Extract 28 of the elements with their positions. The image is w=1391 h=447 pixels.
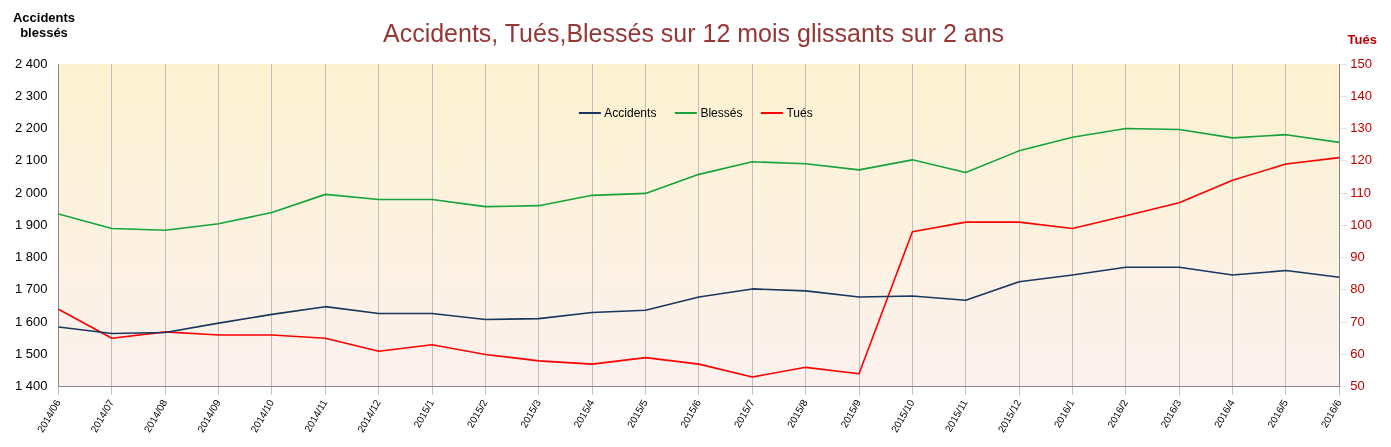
- y2-tick-label: 140: [1350, 87, 1373, 103]
- y-tick-label: 2 000: [14, 184, 48, 200]
- y-tick-label: 1 500: [14, 346, 48, 361]
- y-tick-label: 2 300: [14, 87, 48, 103]
- y2-tick-label: 70: [1350, 313, 1365, 329]
- y-axis-title: Accidents blessés: [11, 10, 77, 40]
- legend-label: Tués: [786, 106, 813, 120]
- y2-tick-label: 80: [1350, 281, 1365, 297]
- y-tick-label: 2 200: [14, 120, 48, 136]
- y2-tick-label: 150: [1350, 55, 1373, 71]
- chart-title: Accidents, Tués,Blessés sur 12 mois glissants sur 2 ans: [382, 18, 1005, 47]
- legend-label: Accidents: [604, 106, 657, 120]
- y-tick-label: 2 100: [14, 152, 48, 168]
- y-tick-label: 2 400: [14, 55, 48, 71]
- y-tick-label: 1 700: [14, 281, 48, 297]
- y2-tick-label: 130: [1350, 120, 1373, 136]
- y-tick-label: 1 800: [14, 249, 48, 265]
- y2-axis-title: Tués: [1347, 32, 1377, 47]
- y2-tick-label: 60: [1350, 346, 1365, 361]
- y2-tick-label: 90: [1350, 249, 1365, 265]
- y2-tick-label: 100: [1350, 216, 1373, 232]
- y-tick-label: 1 600: [14, 313, 48, 329]
- y-tick-label: 1 400: [14, 378, 48, 394]
- y2-tick-label: 120: [1350, 152, 1373, 168]
- y-tick-label: 1 900: [14, 216, 48, 232]
- y2-tick-label: 110: [1350, 184, 1372, 200]
- legend-label: Blessés: [700, 106, 743, 120]
- y2-tick-label: 50: [1350, 378, 1365, 394]
